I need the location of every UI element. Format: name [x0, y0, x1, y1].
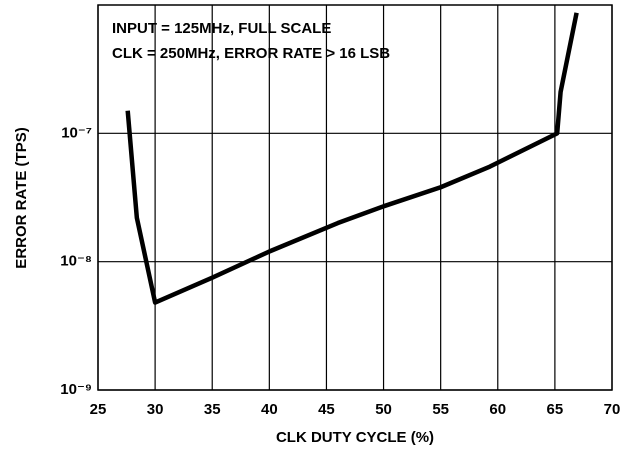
x-tick-label: 50 — [375, 401, 392, 418]
y-tick-label: 10⁻⁸ — [60, 253, 92, 270]
x-tick-label: 45 — [318, 401, 335, 418]
y-axis-label: ERROR RATE (TPS) — [13, 127, 30, 268]
x-tick-label: 30 — [147, 401, 164, 418]
x-tick-label: 35 — [204, 401, 221, 418]
y-tick-label: 10⁻⁷ — [61, 124, 92, 141]
x-tick-label: 40 — [261, 401, 278, 418]
y-tick-label: 10⁻⁹ — [60, 381, 92, 398]
annotation: CLK = 250MHz, ERROR RATE > 16 LSB — [112, 45, 390, 62]
x-tick-label: 25 — [90, 401, 107, 418]
x-axis-label: CLK DUTY CYCLE (%) — [276, 429, 434, 446]
x-tick-label: 65 — [547, 401, 564, 418]
x-tick-label: 70 — [604, 401, 621, 418]
x-tick-label: 60 — [489, 401, 506, 418]
annotation: INPUT = 125MHz, FULL SCALE — [112, 20, 331, 37]
x-tick-label: 55 — [432, 401, 449, 418]
data-line — [125, 12, 579, 305]
plot-frame — [97, 4, 613, 391]
